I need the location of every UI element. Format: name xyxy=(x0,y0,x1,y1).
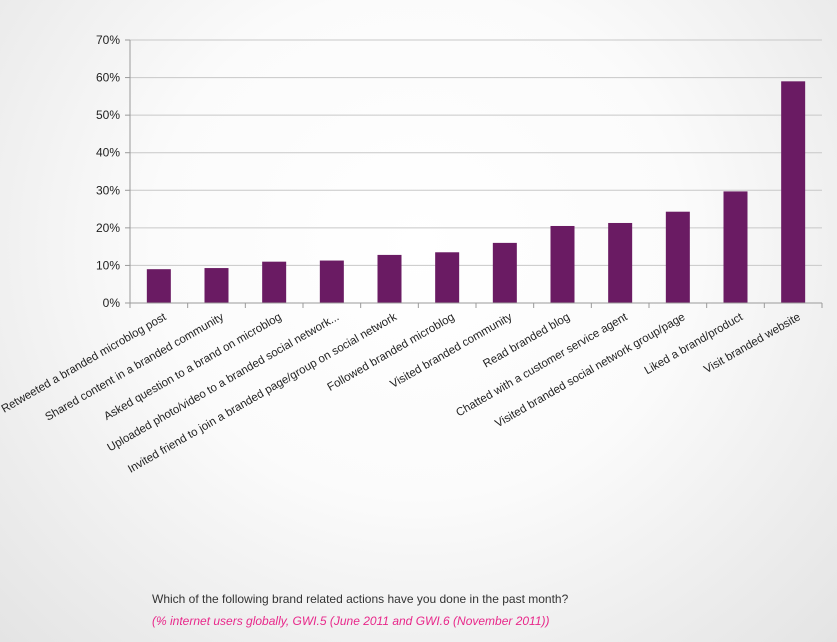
gridlines xyxy=(130,39,822,266)
y-tick-label: 20% xyxy=(96,221,120,235)
bar xyxy=(608,222,633,303)
y-axis-tick-labels: 0% 10% 20% 30% 40% 50% 60% 70% xyxy=(96,33,120,310)
y-tick-label: 0% xyxy=(103,296,121,310)
x-tick-label: Invited friend to join a branded page/gr… xyxy=(126,311,399,476)
bar xyxy=(781,81,806,303)
bar xyxy=(377,254,402,303)
bar xyxy=(435,252,460,303)
y-tick-label: 70% xyxy=(96,33,120,47)
axes xyxy=(125,39,823,308)
y-tick-label: 60% xyxy=(96,71,120,85)
x-tick-label: Visit branded website xyxy=(702,311,802,376)
bar xyxy=(262,261,287,303)
bar xyxy=(550,225,575,303)
bars xyxy=(146,81,806,303)
source-note: (% internet users globally, GWI.5 (June … xyxy=(152,614,550,628)
x-tick-label: Liked a brand/product xyxy=(643,311,746,377)
survey-question: Which of the following brand related act… xyxy=(152,592,569,606)
y-tick-label: 30% xyxy=(96,183,120,197)
y-tick-label: 40% xyxy=(96,146,120,160)
bar xyxy=(146,269,171,303)
bar xyxy=(665,211,690,303)
bar xyxy=(204,268,229,303)
bar xyxy=(319,260,344,303)
bar xyxy=(723,191,748,303)
y-tick-label: 50% xyxy=(96,108,120,122)
y-tick-label: 10% xyxy=(96,258,120,272)
x-axis-category-labels: Retweeted a branded microblog postShared… xyxy=(0,311,803,476)
bar xyxy=(492,242,517,303)
